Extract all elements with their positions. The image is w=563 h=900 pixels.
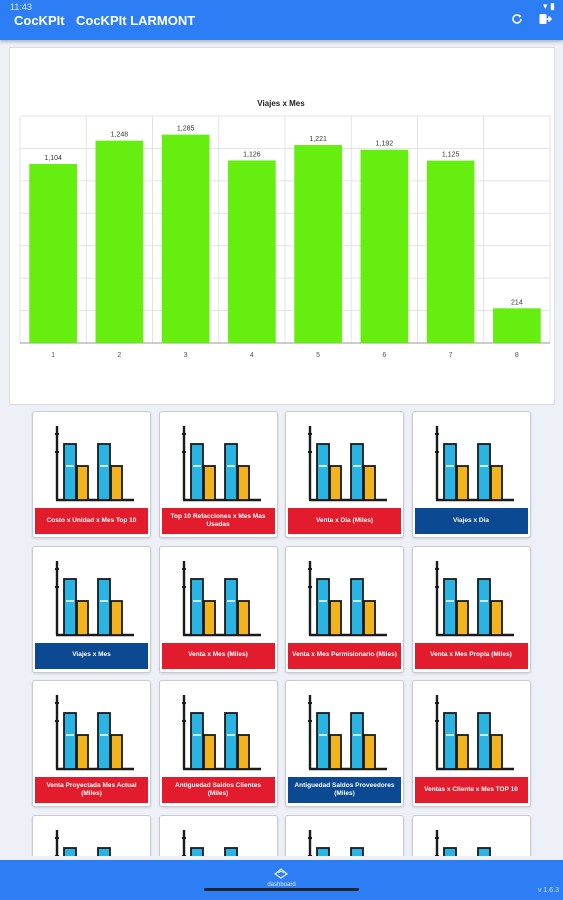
chart-x-tick-label: 7: [449, 352, 453, 359]
bar-chart: Viajes x Mes 1,104 1 1,248 2 1,285 3 1,126 4 1,2…: [19, 99, 551, 359]
report-tile[interactable]: [285, 814, 404, 856]
chart-data-label: 1,248: [111, 132, 129, 139]
bar-chart-icon: [55, 560, 134, 636]
chart-data-label: 214: [511, 299, 523, 306]
report-tile-label: Top 10 Refacciones x Mes Mas Usadas: [161, 508, 275, 534]
report-tile-label: Ventas x Cliente x Mes TOP 10: [414, 777, 528, 803]
app-title: CocKPIt: [14, 13, 65, 28]
report-tile[interactable]: Venta x Dia (Miles): [285, 411, 404, 538]
chart-bar[interactable]: [228, 160, 276, 343]
chart-title: Viajes x Mes: [257, 99, 305, 108]
report-tile-label: Venta x Mes (Miles): [161, 642, 275, 669]
gesture-navigation-bar[interactable]: [204, 888, 359, 891]
report-tile[interactable]: [411, 814, 531, 856]
report-tile-label: Venta Proyectada Mes Actual (Miles): [35, 777, 148, 803]
report-tiles-grid: Costo x Unidad x Mes Top 10 Top 10 Refacc…: [30, 411, 535, 856]
report-tile[interactable]: Venta x Mes Permisionario (Miles): [285, 545, 404, 673]
report-tile[interactable]: Antiguedad Saldos Clientes (Miles): [158, 680, 278, 807]
bar-chart-icon: [308, 829, 364, 856]
chart-x-tick-label: 2: [117, 352, 121, 359]
chart-x-tick-label: 3: [184, 352, 188, 359]
chart-data-label: 1,126: [243, 151, 261, 158]
report-tile-label: Antiguedad Saldos Clientes (Miles): [161, 777, 275, 803]
report-tile[interactable]: Viajes x Mes: [32, 545, 151, 673]
chart-bar[interactable]: [294, 145, 342, 343]
chart-data-label: 1,221: [309, 136, 327, 143]
refresh-icon[interactable]: [510, 12, 524, 26]
report-tile[interactable]: [32, 814, 151, 856]
chart-bar[interactable]: [493, 308, 541, 343]
report-tile-label: Venta x Dia (Miles): [288, 508, 401, 534]
bar-chart-icon: [181, 426, 261, 502]
chart-data-label: 1,104: [44, 155, 62, 162]
chart-data-label: 1,192: [376, 141, 394, 148]
chart-bar[interactable]: [360, 149, 409, 343]
report-tile-label: Viajes x Mes: [35, 642, 148, 669]
chart-x-tick-label: 8: [515, 352, 519, 359]
bar-chart-icon: [434, 560, 514, 636]
chart-data-label: 1,285: [177, 126, 195, 133]
report-tile-label: Antiguedad Saldos Proveedores (Miles): [288, 777, 401, 803]
chart-bar[interactable]: [161, 134, 210, 343]
report-tile[interactable]: Ventas x Cliente x Mes TOP 10: [411, 680, 531, 807]
bar-chart-icon: [55, 829, 111, 856]
chart-data-label: 1,125: [442, 152, 460, 159]
report-tile[interactable]: Top 10 Refacciones x Mes Mas Usadas: [158, 411, 278, 538]
chart-x-tick-label: 1: [51, 352, 55, 359]
bar-chart-icon: [308, 426, 387, 502]
app-version: v 1.6.3: [537, 887, 559, 894]
bottom-navigation: dashboard v 1.6.3: [0, 860, 563, 900]
report-tile-label: Venta x Mes Permisionario (Miles): [288, 642, 401, 669]
bar-chart-icon: [308, 560, 387, 636]
status-icons: ▾ ▮: [543, 1, 555, 11]
bar-chart-icon: [434, 829, 491, 856]
chart-x-tick-label: 4: [250, 352, 254, 359]
dashboard-icon[interactable]: [274, 866, 288, 880]
app-bar: 11:43 ▾ ▮ CocKPIt CocKPIt LARMONT: [0, 0, 563, 40]
report-tile[interactable]: [158, 814, 278, 856]
screen-title: CocKPIt LARMONT: [76, 13, 196, 28]
report-tile-label: Venta x Mes Propia (Miles): [414, 642, 528, 669]
chart-bar[interactable]: [426, 160, 475, 343]
chart-bars: 1,104 1 1,248 2 1,285 3 1,126 4 1,221 5 1,192 6 1,12…: [29, 126, 541, 359]
bar-chart-icon: [181, 560, 261, 636]
bar-chart-icon: [181, 829, 238, 856]
chart-x-tick-label: 5: [316, 352, 320, 359]
report-tile[interactable]: Venta Proyectada Mes Actual (Miles): [32, 680, 151, 807]
report-tile[interactable]: Costo x Unidad x Mes Top 10: [32, 411, 151, 538]
report-tile[interactable]: Antiguedad Saldos Proveedores (Miles): [285, 680, 404, 807]
trips-per-month-chart-card[interactable]: Viajes x Mes 1,104 1 1,248 2 1,285 3 1,126 4 1,2…: [9, 47, 555, 405]
report-tile-label: Viajes x Dia: [414, 508, 528, 534]
report-tile[interactable]: Venta x Mes Propia (Miles): [411, 545, 531, 673]
bar-chart-icon: [434, 695, 514, 771]
bar-chart-icon: [181, 695, 261, 771]
bar-chart-icon: [55, 695, 134, 771]
report-tile-label: Costo x Unidad x Mes Top 10: [35, 508, 148, 534]
bar-chart-icon: [434, 426, 514, 502]
status-time: 11:43: [10, 2, 32, 12]
bar-chart-icon: [308, 695, 387, 771]
dashboard-tab-label[interactable]: dashboard: [267, 882, 296, 888]
bar-chart-icon: [55, 426, 134, 502]
chart-bar[interactable]: [95, 140, 144, 343]
logout-icon[interactable]: [538, 12, 552, 26]
chart-x-tick-label: 6: [382, 352, 386, 359]
chart-bar[interactable]: [29, 163, 77, 343]
report-tile[interactable]: Viajes x Dia: [411, 411, 531, 538]
report-tile[interactable]: Venta x Mes (Miles): [158, 545, 278, 673]
